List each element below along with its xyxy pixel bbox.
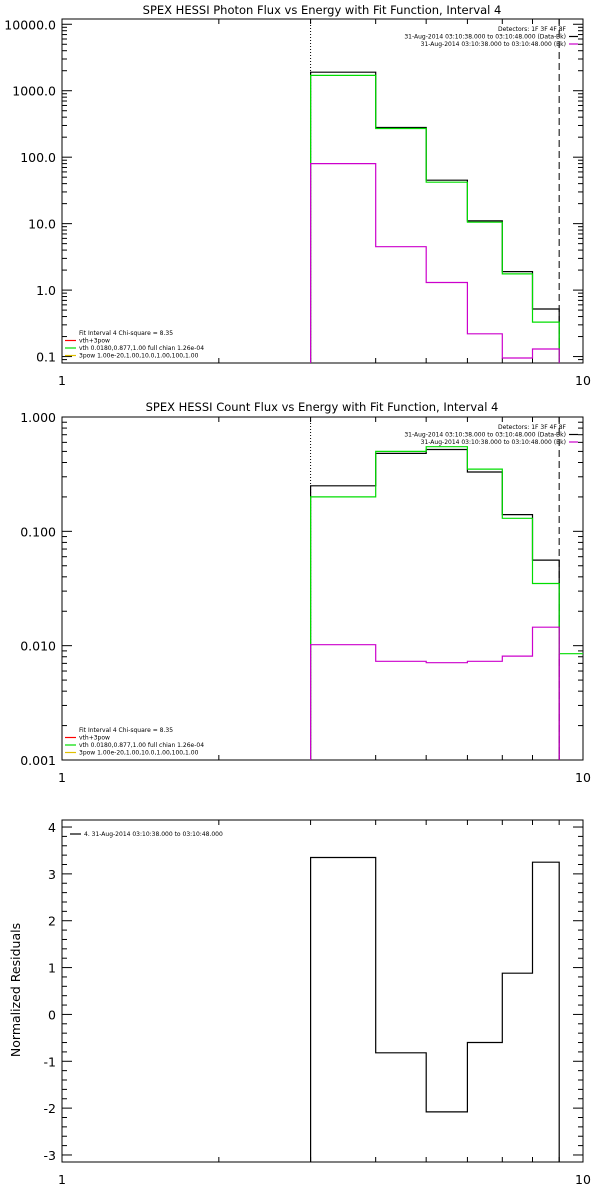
legend-entry: vth 0.0180,0.877,1.00 full chian 1.26e-0… [79,742,204,749]
series-step-2 [310,163,560,363]
x-tick-label: 10 [575,1172,591,1187]
y-tick-label: 100.0 [20,150,56,165]
y-tick-label: 0 [48,1007,56,1022]
legend-entry: Fit Interval 4 Chi-square = 8.35 [79,330,173,337]
legend-entry: vth+3pow [79,338,110,345]
series-step-0 [310,856,560,1162]
residuals-panel: Normalized Residuals 1 10 -3 -2 -1 0 1 2 3 4 4. 31… [8,819,591,1187]
series-step-0 [310,71,560,363]
y-tick-label: 0.100 [20,524,56,539]
y-tick-label: -1 [44,1054,56,1069]
photon-flux-title: SPEX HESSI Photon Flux vs Energy with Fi… [143,3,502,17]
count-flux-title: SPEX HESSI Count Flux vs Energy with Fit… [146,400,499,414]
legend-entry: vth+3pow [79,735,110,742]
y-tick-label: 1000.0 [12,84,56,99]
legend-entry: vth 0.0180,0.877,1.00 full chian 1.26e-0… [79,345,204,352]
plot-frame [61,819,584,1163]
residuals-ylabel: Normalized Residuals [8,923,23,1057]
y-tick-label: -2 [44,1101,56,1116]
y-tick-label: 1.0 [36,283,56,298]
y-tick-label: 2 [48,914,56,929]
y-tick-label: -3 [44,1148,56,1163]
legend-entry: 31-Aug-2014 03:10:38.000 to 03:10:48.000… [404,432,566,439]
legend-entry: 31-Aug-2014 03:10:38.000 to 03:10:48.000… [404,34,566,41]
legend-entry: 31-Aug-2014 03:10:38.000 to 03:10:48.000… [421,439,566,446]
series-step-2 [310,626,560,760]
photon-flux-panel: SPEX HESSI Photon Flux vs Energy with Fi… [4,3,591,388]
y-tick-label: 3 [48,867,56,882]
plot-frame [61,416,584,761]
x-tick-label: 10 [575,373,591,388]
y-tick-label: 0.1 [36,350,56,365]
series-step-1 [310,446,583,760]
y-tick-label: 0.010 [20,639,56,654]
legend-entry: 31-Aug-2014 03:10:38.000 to 03:10:48.000… [421,41,566,48]
legend-entry: Fit Interval 4 Chi-square = 8.35 [79,727,173,734]
y-tick-label: 1.000 [20,410,56,425]
x-tick-label: 1 [58,770,66,785]
x-tick-label: 1 [58,373,66,388]
y-tick-label: 0.001 [20,753,56,768]
plot-frame [61,18,584,364]
series-step-1 [310,74,560,363]
legend-entry: 4. 31-Aug-2014 03:10:38.000 to 03:10:48.… [84,831,223,838]
series-step-0 [310,448,560,760]
y-tick-label: 10.0 [28,217,56,232]
count-flux-panel: SPEX HESSI Count Flux vs Energy with Fit… [20,400,591,785]
x-tick-label: 1 [58,1172,66,1187]
y-tick-label: 4 [48,820,56,835]
y-tick-label: 10000.0 [4,17,56,32]
y-tick-label: 1 [48,961,56,976]
legend-entry: Detectors: 1F 3F 4F 8F [498,26,567,33]
legend-entry: 3pow 1.00e-20,1.00,10.0,1.00,100,1.00 [79,353,199,360]
legend-entry: Detectors: 1F 3F 4F 8F [498,424,567,431]
x-tick-label: 10 [575,770,591,785]
legend-entry: 3pow 1.00e-20,1.00,10.0,1.00,100,1.00 [79,750,199,757]
